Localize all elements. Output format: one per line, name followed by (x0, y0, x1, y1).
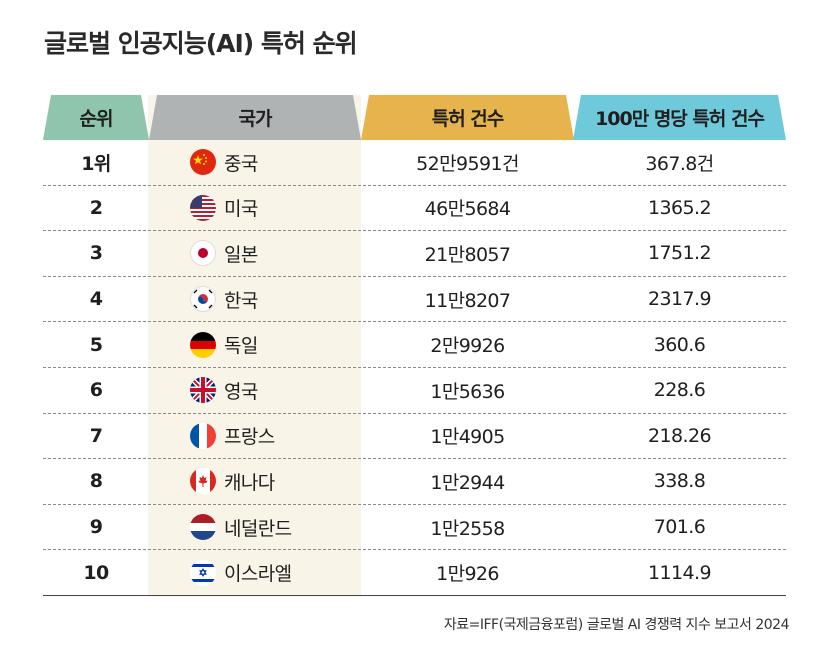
rank-cell: 2 (89, 196, 103, 219)
country-cell: 네덜란드 (190, 505, 360, 550)
per-million-cell: 1365.2 (648, 196, 711, 219)
country-name: 일본 (224, 243, 258, 266)
country-name: 독일 (224, 335, 258, 358)
table-row: 7 프랑스 1만4905 218.26 (43, 414, 786, 460)
patent-count-cell: 1만4905 (430, 426, 505, 449)
rank-cell: 3 (89, 242, 103, 265)
flag-usa-icon (190, 194, 216, 221)
patent-count-cell: 21만8057 (424, 243, 511, 266)
table-row: 10 이스라엘 1만926 1114.9 (43, 550, 786, 596)
rank-cell: 9 (89, 516, 103, 539)
rank-cell: 1위 (81, 152, 111, 175)
per-million-cell: 2317.9 (648, 288, 711, 311)
country-cell: 프랑스 (190, 414, 360, 459)
table-body: 1위 중국 52만9591건 367.8건 2 미국 46만5684 1365.2 3 일본 21만… (43, 140, 786, 596)
rank-cell: 7 (89, 424, 103, 447)
table-row: 5 독일 2만9926 360.6 (43, 322, 786, 368)
patent-count-cell: 1만926 (436, 563, 499, 586)
country-name: 중국 (224, 152, 258, 175)
patent-count-cell: 1만2558 (430, 517, 505, 540)
table-row: 2 미국 46만5684 1365.2 (43, 186, 786, 232)
country-cell: 독일 (190, 322, 360, 367)
table-row: 6 영국 1만5636 228.6 (43, 368, 786, 414)
rank-cell: 4 (89, 288, 103, 311)
table-row: 9 네덜란드 1만2558 701.6 (43, 505, 786, 551)
per-million-cell: 218.26 (648, 424, 711, 447)
rank-cell: 10 (83, 561, 109, 584)
header-rank: 순위 (43, 95, 149, 140)
country-cell: 이스라엘 (190, 550, 360, 595)
country-name: 프랑스 (224, 426, 275, 449)
rank-cell: 5 (89, 333, 103, 356)
country-cell: 일본 (190, 231, 360, 276)
header-per-million: 100만 명당 특허 건수 (573, 95, 786, 140)
flag-israel-icon (190, 559, 216, 586)
country-cell: 영국 (190, 368, 360, 413)
patent-count-cell: 52만9591건 (416, 152, 519, 175)
country-name: 네덜란드 (224, 517, 292, 540)
per-million-cell: 1114.9 (648, 561, 711, 584)
country-name: 한국 (224, 289, 258, 312)
per-million-cell: 338.8 (653, 470, 706, 493)
country-cell: 캐나다 (190, 459, 360, 504)
per-million-cell: 367.8건 (645, 152, 714, 175)
country-cell: 미국 (190, 186, 360, 231)
flag-korea-icon (190, 286, 216, 313)
country-name: 영국 (224, 380, 258, 403)
per-million-cell: 701.6 (653, 516, 706, 539)
source-note: 자료=IFF(국제금융포럼) 글로벌 AI 경쟁력 지수 보고서 2024 (443, 617, 790, 633)
patent-count-cell: 1만2944 (430, 471, 505, 494)
country-name: 이스라엘 (224, 563, 292, 586)
patent-count-cell: 11만8207 (424, 289, 511, 312)
country-name: 캐나다 (224, 471, 275, 494)
page-title: 글로벌 인공지능(AI) 특허 순위 (44, 29, 358, 58)
flag-uk-icon (190, 377, 216, 404)
flag-france-icon (190, 422, 216, 449)
per-million-cell: 228.6 (653, 379, 706, 402)
flag-canada-icon (190, 468, 216, 495)
flag-germany-icon (190, 331, 216, 358)
patent-count-cell: 46만5684 (424, 198, 511, 221)
header-patents: 특허 건수 (361, 95, 574, 140)
table-row: 3 일본 21만8057 1751.2 (43, 231, 786, 277)
flag-netherlands-icon (190, 514, 216, 541)
patent-count-cell: 1만5636 (430, 380, 505, 403)
country-cell: 한국 (190, 277, 360, 322)
per-million-cell: 360.6 (653, 333, 706, 356)
header-country: 국가 (149, 95, 361, 140)
country-cell: 중국 (190, 140, 360, 185)
table-row: 1위 중국 52만9591건 367.8건 (43, 140, 786, 186)
rank-cell: 8 (89, 470, 103, 493)
table-row: 8 캐나다 1만2944 338.8 (43, 459, 786, 505)
patent-count-cell: 2만9926 (430, 335, 505, 358)
flag-china-icon (190, 149, 216, 176)
country-name: 미국 (224, 198, 258, 221)
per-million-cell: 1751.2 (648, 242, 711, 265)
rank-cell: 6 (89, 379, 103, 402)
country-column-background (148, 95, 361, 597)
flag-japan-icon (190, 240, 216, 267)
table-row: 4 한국 11만8207 2317.9 (43, 277, 786, 323)
